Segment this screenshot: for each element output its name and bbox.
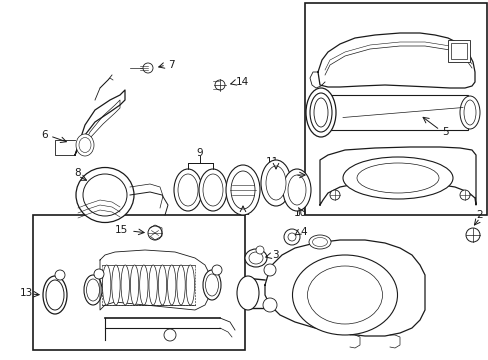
Circle shape [142,63,153,73]
Ellipse shape [313,98,327,127]
Text: 14: 14 [236,77,249,87]
Ellipse shape [79,138,91,153]
Bar [305,3,486,215]
Ellipse shape [305,88,335,137]
Ellipse shape [84,275,102,305]
Ellipse shape [244,249,266,267]
Bar [323,95,467,130]
Ellipse shape [248,252,263,264]
Text: 4: 4 [299,227,306,237]
Ellipse shape [283,169,310,211]
Circle shape [459,190,469,200]
Circle shape [55,270,65,280]
Ellipse shape [308,235,330,249]
Ellipse shape [199,169,226,211]
Ellipse shape [225,165,260,215]
Ellipse shape [309,93,331,132]
Ellipse shape [312,238,327,247]
Ellipse shape [158,265,166,305]
Ellipse shape [149,265,157,305]
Ellipse shape [463,100,475,125]
Ellipse shape [130,265,139,305]
Circle shape [263,298,276,312]
Ellipse shape [167,265,176,305]
Ellipse shape [46,280,64,310]
Bar [447,40,469,62]
Ellipse shape [459,96,479,129]
Ellipse shape [140,265,148,305]
Ellipse shape [174,169,202,211]
Circle shape [256,246,264,254]
Ellipse shape [203,270,221,300]
Text: 3: 3 [271,250,278,260]
Circle shape [287,233,295,241]
Ellipse shape [121,265,129,305]
Text: 9: 9 [196,148,203,158]
Ellipse shape [43,276,67,314]
Circle shape [148,226,162,240]
Ellipse shape [76,167,134,222]
Ellipse shape [342,157,452,199]
Text: 11: 11 [265,157,278,167]
Ellipse shape [86,279,99,301]
Bar [33,215,244,350]
Ellipse shape [205,274,218,296]
Ellipse shape [102,265,111,305]
Circle shape [465,228,479,242]
Text: 8: 8 [75,168,81,178]
Bar [450,43,466,59]
Circle shape [215,80,224,90]
Ellipse shape [287,175,305,205]
Circle shape [163,329,176,341]
Text: 6: 6 [41,130,48,140]
Text: 12: 12 [237,207,250,217]
Circle shape [284,229,299,245]
Ellipse shape [177,265,185,305]
Ellipse shape [178,174,198,206]
Ellipse shape [292,255,397,335]
Circle shape [264,264,275,276]
Ellipse shape [112,265,120,305]
Ellipse shape [83,174,127,216]
Circle shape [212,265,222,275]
Text: 2: 2 [476,210,482,220]
Ellipse shape [265,166,285,200]
Circle shape [94,269,104,279]
Ellipse shape [356,163,438,193]
Ellipse shape [186,265,194,305]
Circle shape [329,190,339,200]
Text: 15: 15 [115,225,128,235]
Text: 7: 7 [168,60,174,70]
Text: 10: 10 [293,208,306,218]
Ellipse shape [230,171,254,209]
Text: 13: 13 [20,288,33,298]
Ellipse shape [237,276,259,310]
Ellipse shape [76,134,94,156]
Text: 1: 1 [290,170,296,180]
Ellipse shape [307,266,382,324]
Text: 5: 5 [441,127,447,137]
Ellipse shape [261,160,290,206]
Ellipse shape [203,174,223,206]
